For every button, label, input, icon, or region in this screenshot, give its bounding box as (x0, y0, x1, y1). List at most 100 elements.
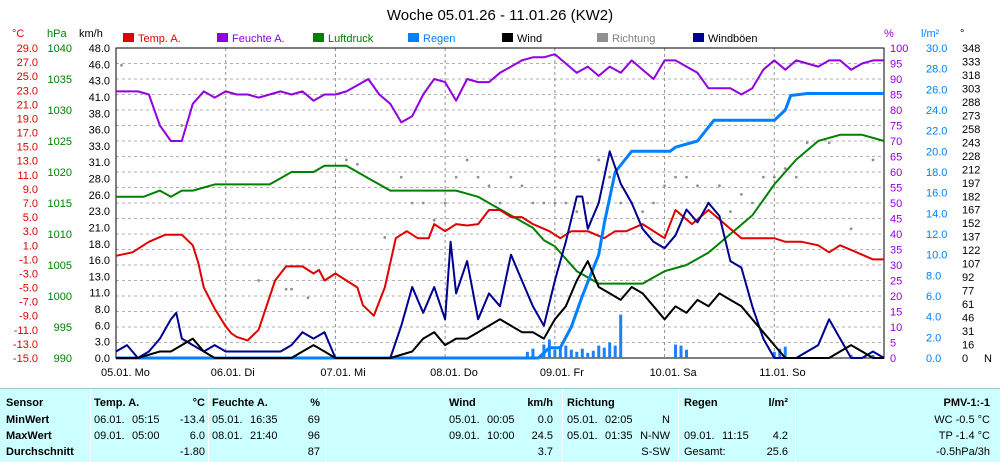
direction-dot (531, 201, 535, 205)
wind-tick: 0.0 (95, 353, 110, 365)
stats-direction-time: 01:35 (605, 430, 633, 442)
temp-tick: 13.0 (17, 156, 38, 168)
rain-bar (613, 345, 617, 358)
legend-swatch (502, 33, 513, 42)
pressure-tick: 1010 (48, 229, 72, 241)
temp-tick: -15.0 (13, 353, 38, 365)
series-line-luftdruck (116, 133, 885, 285)
wind-tick: 3.0 (95, 337, 110, 349)
direction-dot (284, 287, 288, 291)
stats-rain-value: 25.6 (766, 446, 788, 458)
temp-tick: 25.0 (17, 71, 38, 83)
stats-wind-value: 3.7 (537, 446, 553, 458)
stats-wind-time: 00:05 (487, 414, 515, 426)
chart-title: Woche 05.01.26 - 11.01.26 (KW2) (387, 7, 613, 24)
stats-temp-time: 05:15 (132, 414, 160, 426)
legend-swatch (313, 33, 324, 42)
direction-dot (761, 175, 765, 179)
direction-dot (399, 175, 403, 179)
rain-bar (783, 346, 787, 358)
rain-axis-unit: l/m² (921, 28, 940, 40)
chart-svg: Woche 05.01.26 - 11.01.26 (KW2) Temp. A. F… (12, 7, 992, 379)
stats-header-temp-unit: °C (192, 397, 205, 409)
direction-tick: 197 (962, 178, 980, 190)
stats-direction-time: 02:05 (605, 414, 633, 426)
wind-tick: 13.0 (89, 271, 110, 283)
stats-rain-date: 09.01. (684, 430, 715, 442)
direction-dot (597, 158, 601, 162)
series-line-feuchte-a (116, 53, 884, 142)
temp-axis-unit: °C (12, 28, 24, 40)
direction-dot (355, 162, 359, 166)
humidity-tick: 30 (890, 260, 902, 272)
pressure-tick: 1040 (48, 43, 72, 55)
humidity-tick: 85 (890, 90, 902, 102)
direction-dot (498, 201, 502, 205)
stats-header-pmv: PMV-1:-1 (943, 397, 990, 409)
direction-dot (306, 296, 310, 300)
temp-tick: 5.0 (23, 212, 38, 224)
direction-dot (465, 158, 469, 162)
rain-tick: 4.0 (926, 312, 941, 324)
temp-tick: 19.0 (17, 113, 38, 125)
stats-row-label: MaxWert (6, 430, 52, 442)
direction-dot (476, 175, 480, 179)
stats-direction-date: 05.01. (567, 414, 598, 426)
legend-label: Temp. A. (138, 33, 181, 45)
legend-swatch (408, 33, 419, 42)
stats-temp-value: 6.0 (189, 430, 205, 442)
direction-dot (383, 236, 387, 239)
rain-tick: 28.0 (926, 64, 947, 76)
direction-dot (729, 210, 732, 214)
stats-humidity-value: 69 (307, 414, 320, 426)
series-line-regen (116, 92, 884, 360)
stats-direction-date: 05.01. (567, 430, 598, 442)
rain-bar (586, 352, 590, 358)
humidity-tick: 45 (890, 214, 902, 226)
temp-tick: -1.0 (19, 254, 38, 266)
direction-tick: 92 (962, 272, 974, 284)
rain-tick: 16.0 (926, 188, 947, 200)
stats-direction-value: N-NW (640, 430, 670, 442)
stats-direction-value: N (662, 414, 670, 426)
pressure-tick: 1030 (48, 105, 72, 117)
x-day-label: 11.01. So (759, 367, 805, 379)
direction-dot (443, 201, 447, 205)
temp-tick: -5.0 (19, 283, 38, 295)
direction-dot (718, 184, 721, 188)
direction-tick: 212 (962, 164, 980, 176)
stats-rain-date: Gesamt: (684, 446, 726, 458)
stats-wind-time: 10:00 (487, 430, 515, 442)
stats-humidity-date: 05.01. (212, 414, 243, 426)
stats-row-label: MinWert (6, 414, 50, 426)
wind-tick: 18.0 (89, 239, 110, 251)
legend-label: Regen (423, 33, 455, 45)
stats-header-humidity-unit: % (310, 397, 320, 409)
direction-tick: 333 (962, 56, 980, 68)
stats-temp-date: 06.01. (94, 414, 125, 426)
stats-humidity-time: 21:40 (250, 430, 278, 442)
temp-tick: 29.0 (17, 43, 38, 55)
legend-swatch (217, 33, 228, 42)
pressure-tick: 990 (54, 353, 72, 365)
direction-dot (564, 201, 568, 205)
series-line-temp-a (115, 209, 884, 342)
stats-temp-value: -13.4 (179, 414, 205, 426)
rain-bar (569, 349, 573, 358)
pressure-tick: 1025 (48, 136, 72, 148)
x-day-label: 07.01. Mi (320, 367, 365, 379)
legend-label: Feuchte A. (232, 33, 285, 45)
pressure-tick: 995 (54, 322, 72, 334)
direction-tick: 273 (962, 110, 980, 122)
temp-tick: 23.0 (17, 85, 38, 97)
humidity-tick: 95 (890, 59, 902, 71)
stats-pmv-value: -0.5hPa/3h (936, 446, 990, 458)
stats-direction-value: S-SW (641, 446, 670, 458)
wind-tick: 6.0 (95, 320, 110, 332)
direction-dot (410, 201, 414, 205)
rain-bar (564, 345, 568, 358)
legend-swatch (597, 33, 608, 42)
rain-tick: 2.0 (926, 332, 941, 344)
wind-tick: 26.0 (89, 190, 110, 202)
rain-bar (871, 354, 875, 358)
